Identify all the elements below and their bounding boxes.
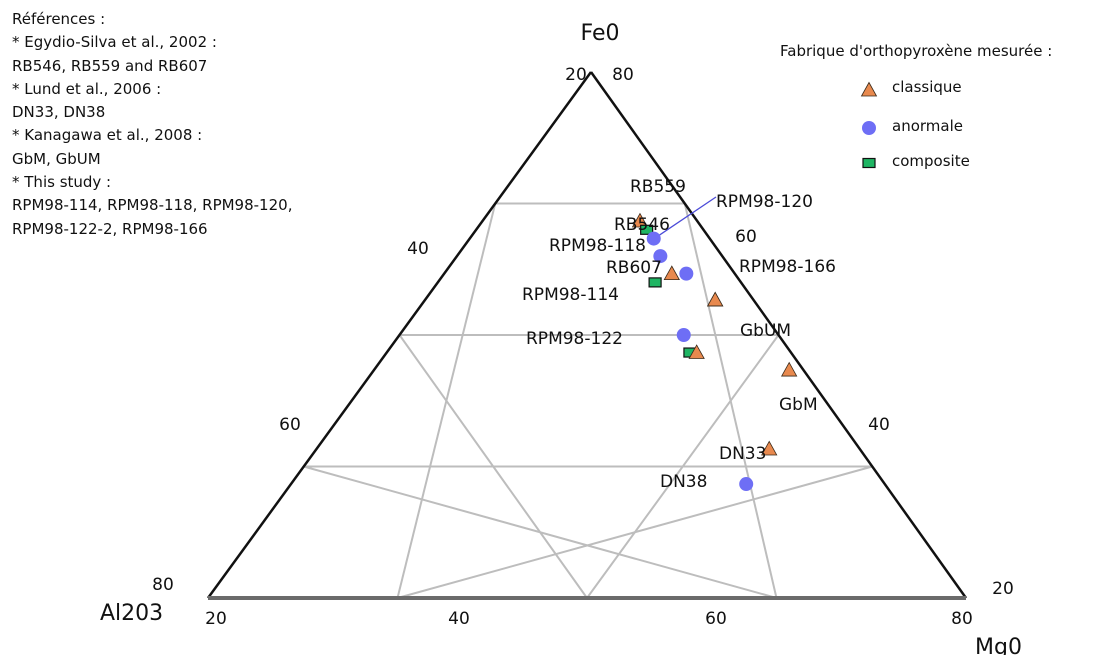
axis-label-left: Al203 xyxy=(100,601,163,626)
point-label-RB607: RB607 xyxy=(606,258,662,278)
grid-line-right-diagonal xyxy=(683,203,778,599)
chart-grid xyxy=(303,202,873,599)
legend-marker-anormale xyxy=(862,121,876,135)
point-label-RPM98-166: RPM98-166 xyxy=(739,257,836,277)
data-point-DN33 xyxy=(761,440,778,456)
data-point-RPM98-114 xyxy=(648,277,662,288)
point-label-DN33: DN33 xyxy=(719,444,766,464)
tick-label-bottom: 60 xyxy=(705,609,727,629)
axis-label-right: Mg0 xyxy=(975,635,1022,655)
tick-label-bottom: 40 xyxy=(448,609,470,629)
data-point-RB559 xyxy=(631,212,649,228)
leader-line-rpm98-120 xyxy=(658,196,717,237)
references-line: * Lund et al., 2006 : xyxy=(12,79,162,98)
point-label-GbUM: GbUM xyxy=(740,321,791,341)
data-point-GbM xyxy=(781,361,798,377)
tick-label-right: 20 xyxy=(992,579,1014,599)
references-line: RPM98-114, RPM98-118, RPM98-120, xyxy=(12,196,293,215)
data-point-GbUM xyxy=(706,291,724,307)
tick-label-right: 40 xyxy=(868,415,890,435)
legend-title: Fabrique d'orthopyroxène mesurée : xyxy=(780,42,1053,60)
point-label-RPM98-122: RPM98-122 xyxy=(526,329,623,349)
data-point-RPM98-120 xyxy=(646,231,661,246)
point-label-RPM98-118: RPM98-118 xyxy=(549,236,646,256)
point-label-RPM98-120: RPM98-120 xyxy=(716,192,813,212)
tick-label-left: 20 xyxy=(565,65,587,85)
tick-label-left: 60 xyxy=(279,415,301,435)
triangle-edge-right xyxy=(589,71,968,599)
data-point-anormale xyxy=(676,328,691,342)
data-point-classique xyxy=(688,344,705,359)
references-line: * This study : xyxy=(12,173,112,192)
data-point-RB607 xyxy=(663,265,680,281)
legend-marker-composite xyxy=(862,157,876,169)
triangle-frame xyxy=(206,71,968,600)
grid-line-left-diagonal xyxy=(303,465,777,599)
references-line: DN33, DN38 xyxy=(12,103,106,122)
legend-label-composite: composite xyxy=(892,152,970,170)
tick-label-bottom: 80 xyxy=(951,609,973,629)
point-label-RB559: RB559 xyxy=(630,177,686,197)
point-label-GbM: GbM xyxy=(779,395,818,415)
data-point-RPM98-166 xyxy=(679,266,694,281)
tick-labels: 20 40 60 80 80 60 40 20 20 40 60 80 xyxy=(152,65,1014,629)
references-line: Références : xyxy=(12,10,106,28)
data-points xyxy=(631,212,798,492)
axis-labels: Fe0 Al203 Mg0 xyxy=(100,21,1022,655)
tick-label-right: 60 xyxy=(735,227,757,247)
axis-label-top: Fe0 xyxy=(581,21,620,46)
references-block: Références : * Egydio-Silva et al., 2002… xyxy=(12,8,292,241)
point-label-RB546: RB546 xyxy=(614,215,670,235)
references-line: RPM98-122-2, RPM98-166 xyxy=(12,219,208,238)
leader-lines xyxy=(658,196,717,237)
legend-label-classique: classique xyxy=(892,78,962,96)
legend-markers xyxy=(860,81,878,169)
data-point-RPM98-118 xyxy=(653,249,668,264)
references-line: * Kanagawa et al., 2008 : xyxy=(12,126,203,145)
data-point-DN38 xyxy=(739,477,754,492)
references-line: RB546, RB559 and RB607 xyxy=(12,56,208,75)
point-label-DN38: DN38 xyxy=(660,472,707,492)
triangle-edge-left xyxy=(206,71,593,599)
tick-label-left: 80 xyxy=(152,575,174,595)
references-line: GbM, GbUM xyxy=(12,149,101,168)
legend: Fabrique d'orthopyroxène mesurée : class… xyxy=(780,42,1053,170)
data-point-RB546 xyxy=(640,224,654,235)
tick-label-bottom: 20 xyxy=(205,609,227,629)
tick-label-right: 80 xyxy=(612,65,634,85)
legend-marker-classique xyxy=(860,81,878,97)
point-label-RPM98-114: RPM98-114 xyxy=(522,285,619,305)
grid-line-left-diagonal xyxy=(398,334,588,599)
references-line: * Egydio-Silva et al., 2002 : xyxy=(12,33,217,52)
tick-label-left: 40 xyxy=(407,239,429,259)
legend-label-anormale: anormale xyxy=(892,117,963,135)
